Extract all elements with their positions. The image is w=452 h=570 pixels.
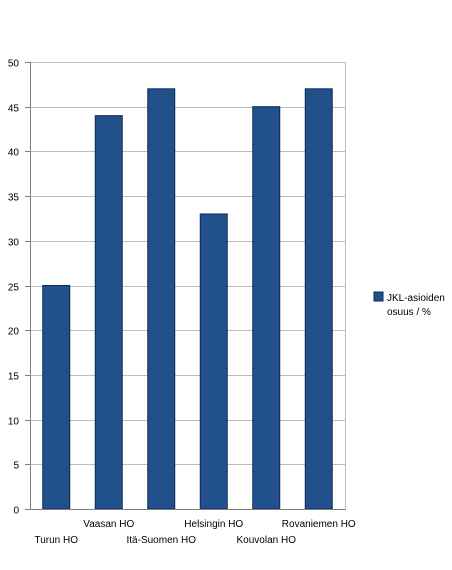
- y-tick-label: 40: [8, 148, 20, 159]
- bar: [147, 88, 176, 510]
- gridlines: [30, 62, 346, 510]
- x-tick-label: Helsingin HO: [184, 519, 243, 530]
- y-tick-label: 10: [8, 417, 20, 428]
- y-tick-label: 30: [8, 238, 20, 249]
- y-tick-label: 25: [8, 283, 20, 294]
- y-tick-label: 0: [13, 506, 19, 517]
- bar: [94, 115, 123, 510]
- bar: [252, 106, 281, 510]
- x-tick-label: Itä-Suomen HO: [127, 535, 197, 546]
- legend: JKL-asioiden osuus / %: [373, 291, 445, 318]
- x-tick-label: Rovaniemen HO: [282, 519, 356, 530]
- legend-label-line1: JKL-asioiden: [387, 293, 445, 304]
- y-tick-label: 15: [8, 372, 20, 383]
- y-tick-label: 20: [8, 327, 20, 338]
- x-tick-label: Kouvolan HO: [237, 535, 297, 546]
- y-tick-label: 35: [8, 193, 20, 204]
- bar: [42, 285, 71, 510]
- x-tick-label: Vaasan HO: [83, 519, 134, 530]
- legend-label-line2: osuus / %: [387, 307, 431, 318]
- axes: [30, 62, 346, 510]
- bars: [42, 88, 333, 510]
- y-tick-label: 5: [13, 461, 19, 472]
- y-tick-labels: 0 5 10 15 20 25 30 35 40 45 50: [8, 59, 30, 517]
- legend-swatch: [373, 291, 384, 302]
- y-tick-label: 50: [8, 59, 20, 70]
- y-tick-label: 45: [8, 104, 20, 115]
- bar: [304, 88, 333, 510]
- x-tick-labels: Turun HO Vaasan HO Itä-Suomen HO Helsingin …: [34, 519, 355, 546]
- bar: [199, 213, 228, 510]
- x-tick-label: Turun HO: [34, 535, 78, 546]
